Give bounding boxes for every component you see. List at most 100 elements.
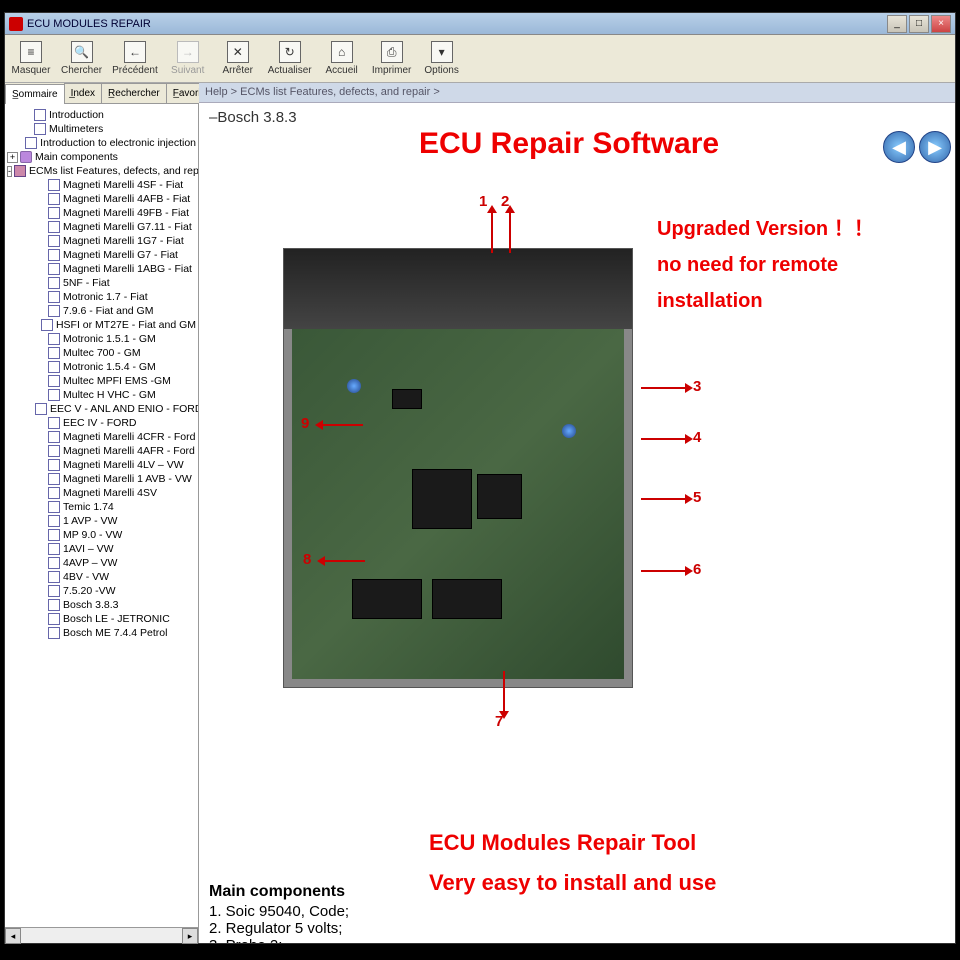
- content-pane: Help > ECMs list Features, defects, and …: [199, 83, 955, 943]
- tree-item[interactable]: +Main components: [7, 150, 196, 164]
- tree-item-label: Magneti Marelli 4LV – VW: [63, 459, 184, 471]
- toolbar-arrêter-button[interactable]: ✕Arrêter: [218, 41, 258, 76]
- tree-item[interactable]: Magneti Marelli 1 AVB - VW: [7, 472, 196, 486]
- page-title: –Bosch 3.8.3: [209, 109, 945, 126]
- diagram-label-3: 3: [693, 378, 701, 395]
- sidebar: S̲ommaireI̲ndexR̲echercherF̲avoris Intro…: [5, 83, 199, 943]
- tree-item[interactable]: Multec H VHC - GM: [7, 388, 196, 402]
- tree-item[interactable]: 5NF - Fiat: [7, 276, 196, 290]
- main-components-section: Main components 1. Soic 95040, Code;2. R…: [209, 883, 349, 943]
- tree-item[interactable]: Magneti Marelli 1G7 - Fiat: [7, 234, 196, 248]
- tree-item[interactable]: 1 AVP - VW: [7, 514, 196, 528]
- tree-item[interactable]: Introduction to electronic injection: [7, 136, 196, 150]
- tab-sommaire[interactable]: S̲ommaire: [5, 84, 65, 104]
- tree-item-label: Bosch 3.8.3: [63, 599, 118, 611]
- scroll-left-button[interactable]: ◂: [5, 928, 21, 944]
- tree-item[interactable]: HSFI or MT27E - Fiat and GM: [7, 318, 196, 332]
- scroll-right-button[interactable]: ▸: [182, 928, 198, 944]
- toolbar-suivant-button: →Suivant: [168, 41, 208, 76]
- page-icon: [41, 319, 53, 331]
- toolbar-chercher-button[interactable]: 🔍Chercher: [61, 41, 102, 76]
- tree-item[interactable]: Temic 1.74: [7, 500, 196, 514]
- tree-item[interactable]: Multimeters: [7, 122, 196, 136]
- tree-item-label: Magneti Marelli 4SF - Fiat: [63, 179, 183, 191]
- tree-item[interactable]: Magneti Marelli 49FB - Fiat: [7, 206, 196, 220]
- nav-tree[interactable]: IntroductionMultimetersIntroduction to e…: [5, 104, 198, 927]
- toolbar-masquer-button[interactable]: ≡Masquer: [11, 41, 51, 76]
- page-icon: [48, 347, 60, 359]
- tree-item[interactable]: Magneti Marelli 4SF - Fiat: [7, 178, 196, 192]
- tree-item[interactable]: Motronic 1.5.1 - GM: [7, 332, 196, 346]
- tree-item[interactable]: 1AVI – VW: [7, 542, 196, 556]
- tree-item[interactable]: Magneti Marelli G7 - Fiat: [7, 248, 196, 262]
- maximize-button[interactable]: □: [909, 15, 929, 33]
- tree-item[interactable]: 4BV - VW: [7, 570, 196, 584]
- page-icon: [48, 515, 60, 527]
- tree-item[interactable]: Magneti Marelli 4AFR - Ford: [7, 444, 196, 458]
- tree-item-label: Magneti Marelli 49FB - Fiat: [63, 207, 189, 219]
- tree-item[interactable]: MP 9.0 - VW: [7, 528, 196, 542]
- toolbar-accueil-button[interactable]: ⌂Accueil: [322, 41, 362, 76]
- horizontal-scrollbar[interactable]: ◂ ▸: [5, 927, 198, 943]
- page-icon: [25, 137, 37, 149]
- folder-icon: [20, 151, 32, 163]
- tree-item[interactable]: Multec 700 - GM: [7, 346, 196, 360]
- tree-item[interactable]: Bosch 3.8.3: [7, 598, 196, 612]
- tree-item[interactable]: Bosch ME 7.4.4 Petrol: [7, 626, 196, 640]
- tree-item-label: Magneti Marelli 4AFR - Ford: [63, 445, 195, 457]
- diagram-label-9: 9: [301, 415, 309, 432]
- tree-item[interactable]: Introduction: [7, 108, 196, 122]
- tree-item[interactable]: Bosch LE - JETRONIC: [7, 612, 196, 626]
- scroll-track[interactable]: [21, 928, 182, 943]
- tree-item[interactable]: Motronic 1.5.4 - GM: [7, 360, 196, 374]
- toolbar-imprimer-button[interactable]: ⎙Imprimer: [372, 41, 412, 76]
- minimize-button[interactable]: _: [887, 15, 907, 33]
- diagram-label-8: 8: [303, 551, 311, 568]
- tree-item[interactable]: 7.9.6 - Fiat and GM: [7, 304, 196, 318]
- close-button[interactable]: ×: [931, 15, 951, 33]
- page-icon: [48, 221, 60, 233]
- nav-forward-button[interactable]: ▶: [919, 131, 951, 163]
- tree-item-label: Magneti Marelli 4AFB - Fiat: [63, 193, 190, 205]
- tree-item-label: Magneti Marelli 1ABG - Fiat: [63, 263, 192, 275]
- tree-item-label: Temic 1.74: [63, 501, 114, 513]
- toolbar-actualiser-button[interactable]: ↻Actualiser: [268, 41, 312, 76]
- page-icon: [48, 277, 60, 289]
- sidebar-tabs: S̲ommaireI̲ndexR̲echercherF̲avoris: [5, 83, 198, 104]
- page-icon: [48, 305, 60, 317]
- toolbar-précédent-button[interactable]: ←Précédent: [112, 41, 158, 76]
- tree-item[interactable]: EEC V - ANL AND ENIO - FORD: [7, 402, 196, 416]
- tree-item[interactable]: Magneti Marelli 1ABG - Fiat: [7, 262, 196, 276]
- ecu-connector: [284, 249, 632, 329]
- tab-rechercher[interactable]: R̲echercher: [101, 83, 167, 103]
- page-icon: [48, 361, 60, 373]
- tree-item[interactable]: Magneti Marelli 4CFR - Ford: [7, 430, 196, 444]
- tree-item-label: Magneti Marelli 4CFR - Ford: [63, 431, 195, 443]
- page-icon: [48, 333, 60, 345]
- page-icon: [48, 417, 60, 429]
- page-icon: [48, 389, 60, 401]
- tree-item[interactable]: Motronic 1.7 - Fiat: [7, 290, 196, 304]
- nav-back-button[interactable]: ◀: [883, 131, 915, 163]
- tree-item[interactable]: Magneti Marelli G7.11 - Fiat: [7, 220, 196, 234]
- tree-item[interactable]: 7.5.20 -VW: [7, 584, 196, 598]
- titlebar: ECU MODULES REPAIR _ □ ×: [5, 13, 955, 35]
- tree-item-label: Introduction: [49, 109, 104, 121]
- tree-item-label: Magneti Marelli 1G7 - Fiat: [63, 235, 184, 247]
- tree-item-label: Multec H VHC - GM: [63, 389, 156, 401]
- toolbar-options-button[interactable]: ▾Options: [422, 41, 462, 76]
- tree-item[interactable]: Magneti Marelli 4SV: [7, 486, 196, 500]
- component-item: 3. Probe 2;: [209, 937, 349, 943]
- tree-item[interactable]: Magneti Marelli 4LV – VW: [7, 458, 196, 472]
- tree-item-label: Motronic 1.7 - Fiat: [63, 291, 148, 303]
- tree-item[interactable]: 4AVP – VW: [7, 556, 196, 570]
- diagram-arrow-1: [491, 213, 493, 253]
- tab-index[interactable]: I̲ndex: [64, 83, 102, 103]
- tree-item[interactable]: Multec MPFI EMS -GM: [7, 374, 196, 388]
- tree-item[interactable]: Magneti Marelli 4AFB - Fiat: [7, 192, 196, 206]
- tree-item[interactable]: EEC IV - FORD: [7, 416, 196, 430]
- ecu-board-image: [283, 248, 633, 688]
- tree-item[interactable]: -ECMs list Features, defects, and repair: [7, 164, 196, 178]
- page-icon: [48, 459, 60, 471]
- overlay-sub1: Upgraded Version ！！no need for remoteins…: [657, 211, 874, 319]
